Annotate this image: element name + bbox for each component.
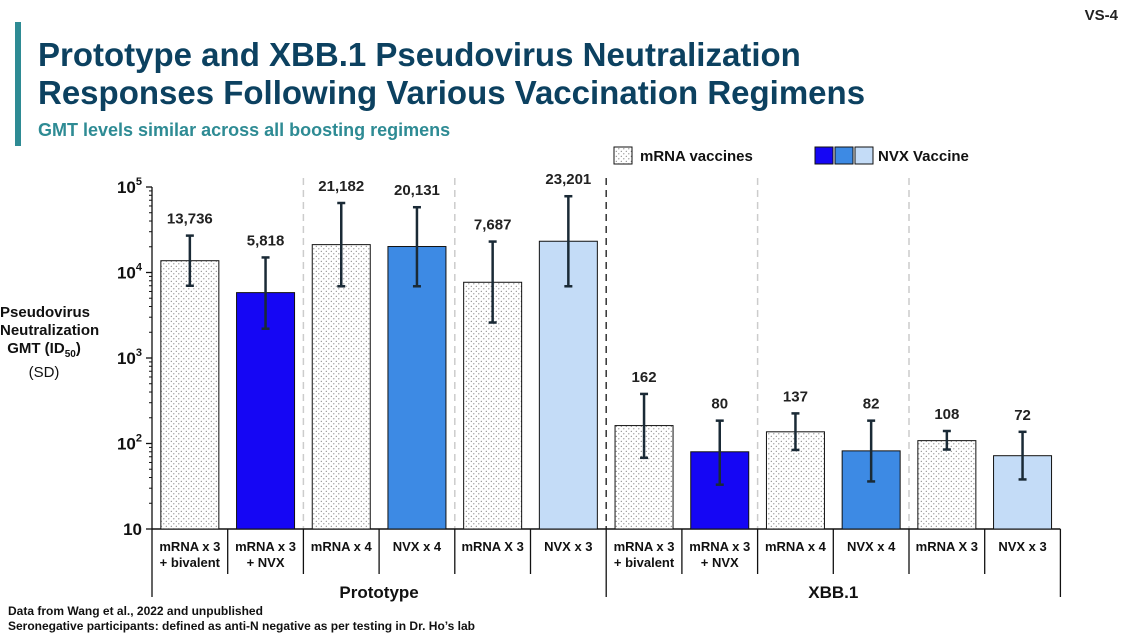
x-tick-label: mRNA x 4: [311, 539, 373, 554]
x-tick-label: + bivalent: [614, 555, 675, 570]
bar: [463, 281, 523, 530]
group-label: Prototype: [339, 583, 418, 602]
accent-bar: [15, 22, 21, 146]
data-label: 13,736: [167, 211, 213, 228]
data-label: 5,818: [247, 232, 285, 249]
y-tick-label: 102: [117, 433, 142, 454]
x-tick-label: NVX x 4: [393, 539, 442, 554]
data-label: 72: [1014, 407, 1031, 424]
x-tick-label: + NVX: [701, 555, 739, 570]
legend-label-nvx: NVX Vaccine: [878, 148, 969, 165]
x-tick-label: NVX x 3: [998, 539, 1046, 554]
x-tick-label: mRNA x 3: [689, 539, 750, 554]
footnotes: Data from Wang et al., 2022 and unpublis…: [8, 604, 475, 634]
x-tick-label: mRNA x 3: [159, 539, 220, 554]
x-tick-label: mRNA x 4: [765, 539, 827, 554]
data-label: 82: [863, 396, 880, 413]
bar: [538, 240, 598, 530]
data-label: 80: [711, 396, 728, 413]
legend-swatch-mrna: [613, 146, 633, 165]
subtitle: GMT levels similar across all boosting r…: [38, 120, 451, 140]
data-label: 7,687: [474, 217, 512, 234]
group-label: XBB.1: [808, 583, 858, 602]
y-axis-label: Pseudovirus Neutralization GMT (ID50) (S…: [0, 304, 100, 382]
x-tick-label: NVX x 4: [847, 539, 896, 554]
footnote-1: Data from Wang et al., 2022 and unpublis…: [8, 604, 263, 618]
page-title: Prototype and XBB.1 Pseudovirus Neutrali…: [38, 36, 1098, 112]
y-label-line-3: GMT (ID50): [7, 340, 81, 360]
data-label: 137: [783, 388, 808, 405]
x-tick-label: + bivalent: [160, 555, 221, 570]
y-label-line-2: Neutralization: [0, 322, 100, 339]
title-line-1: Prototype and XBB.1 Pseudovirus Neutrali…: [38, 36, 801, 73]
y-label-line-4: (SD): [28, 364, 60, 381]
legend-label-mrna: mRNA vaccines: [640, 148, 753, 165]
y-label-line-1: Pseudovirus: [0, 304, 91, 321]
slide-id: VS-4: [1084, 7, 1118, 24]
x-tick-label: mRNA x 3: [235, 539, 296, 554]
bar: [311, 244, 371, 530]
legend-swatch-nvx: [854, 146, 874, 165]
bar: [387, 246, 447, 530]
x-tick-label: mRNA X 3: [916, 539, 978, 554]
data-label: 20,131: [394, 182, 440, 199]
bar: [917, 440, 977, 530]
legend-swatch-nvx: [814, 146, 834, 165]
x-tick-label: NVX x 3: [544, 539, 592, 554]
x-tick-label: + NVX: [247, 555, 285, 570]
bar: [160, 260, 220, 530]
y-tick-label: 104: [117, 262, 143, 283]
y-tick-label: 10: [123, 520, 142, 539]
y-tick-label: 103: [117, 347, 142, 368]
y-tick-label: 105: [117, 176, 142, 197]
data-label: 162: [632, 369, 657, 386]
x-tick-label: mRNA X 3: [461, 539, 523, 554]
x-tick-label: mRNA x 3: [614, 539, 675, 554]
bar: [236, 292, 296, 530]
data-label: 23,201: [545, 171, 591, 188]
data-label: 21,182: [318, 178, 364, 195]
legend-swatch-nvx: [834, 146, 854, 165]
footnote-2: Seronegative participants: defined as an…: [8, 619, 476, 633]
data-label: 108: [934, 406, 959, 423]
title-line-2: Responses Following Various Vaccination …: [38, 74, 866, 111]
